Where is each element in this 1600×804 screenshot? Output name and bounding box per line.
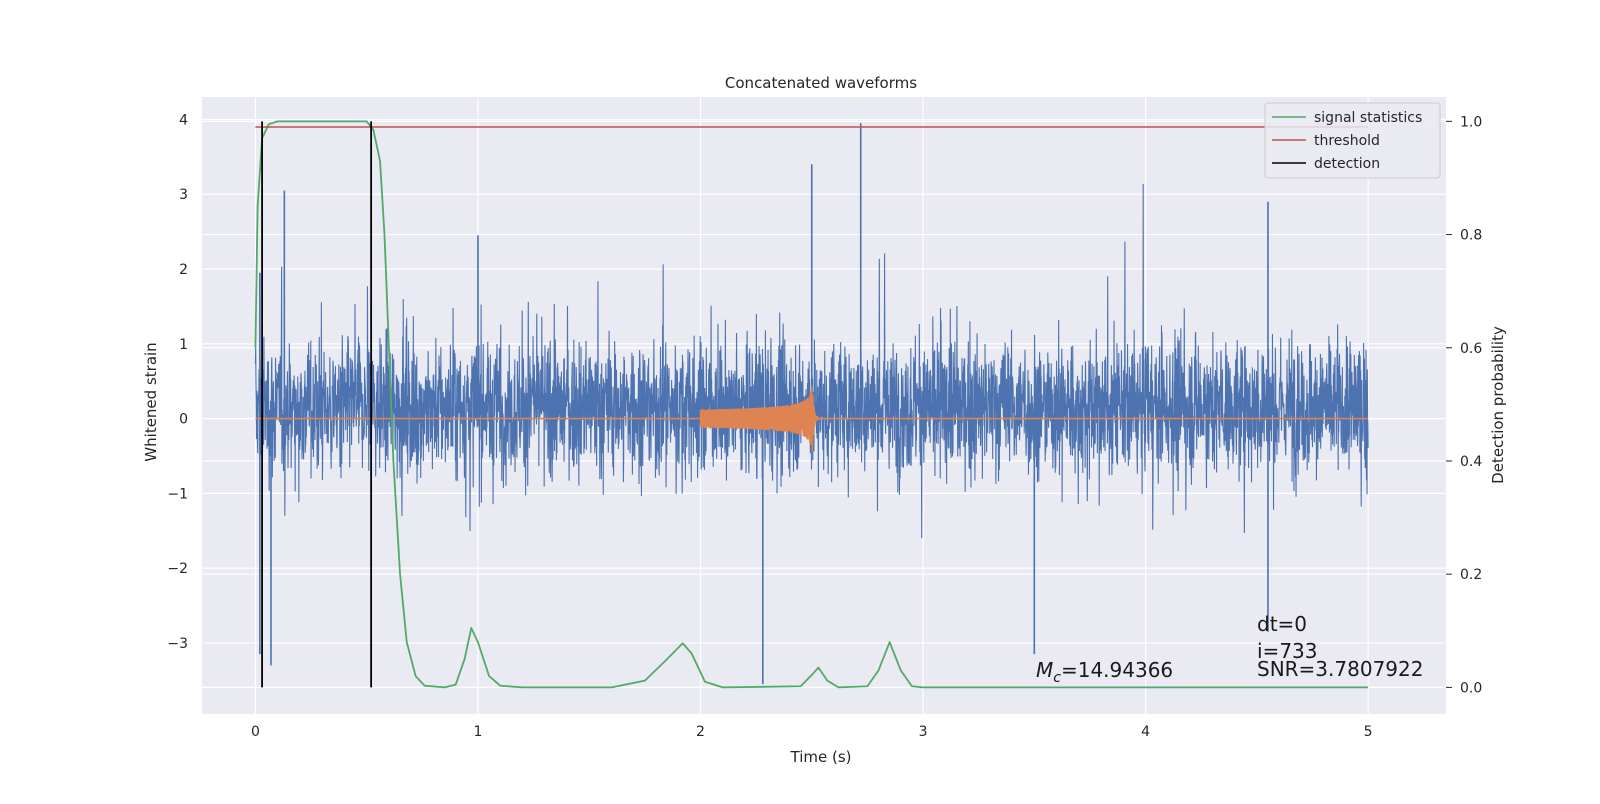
y-right-tick-label: 0.2 xyxy=(1460,567,1482,583)
dt-annotation: dt=0 xyxy=(1257,612,1307,636)
x-tick-label: 2 xyxy=(696,724,705,740)
y-left-tick-label: −2 xyxy=(167,561,188,577)
y-right-tick-label: 0.8 xyxy=(1460,228,1482,244)
y-left-tick-label: 2 xyxy=(179,262,188,278)
y-axis-left-label: Whitened strain xyxy=(142,342,160,461)
legend-label-detection: detection xyxy=(1314,156,1380,172)
chart-title: Concatenated waveforms xyxy=(725,74,917,92)
legend: signal statistics threshold detection xyxy=(1264,102,1441,179)
legend-label-signal-statistics: signal statistics xyxy=(1314,110,1422,126)
chirp-mass-annotation: Mc=14.94366 xyxy=(1036,658,1173,686)
y-right-tick-label: 0.0 xyxy=(1460,680,1482,696)
chirp-mass-subscript: c xyxy=(1053,670,1061,686)
y-right-tick-label: 0.6 xyxy=(1460,341,1482,357)
series-injected-waveform xyxy=(255,386,1369,452)
chirp-mass-value: =14.94366 xyxy=(1061,658,1173,682)
x-tick-label: 4 xyxy=(1141,724,1150,740)
annotations: Mc=14.94366 dt=0 i=733 SNR=3.7807922 xyxy=(1036,612,1423,686)
y-axis-right-label: Detection probability xyxy=(1489,326,1507,484)
series-signal-statistics xyxy=(254,120,1369,689)
y-right-tick-label: 0.4 xyxy=(1460,454,1482,470)
tick-labels: 0 1 2 3 4 5 −3 −2 −1 0 1 2 3 4 0.0 0.2 0.4 0.6 0.8 1.0 xyxy=(167,112,1482,740)
y-right-tick-label: 1.0 xyxy=(1460,114,1482,130)
x-tick-label: 1 xyxy=(473,724,482,740)
x-axis-label: Time (s) xyxy=(790,748,852,766)
y-left-tick-label: 3 xyxy=(179,187,188,203)
y-left-tick-label: 4 xyxy=(179,112,188,128)
y-left-tick-label: 0 xyxy=(179,412,188,428)
legend-frame xyxy=(1264,102,1441,179)
index-annotation: i=733 xyxy=(1257,639,1318,663)
snr-annotation: SNR=3.7807922 xyxy=(1257,657,1423,681)
x-tick-label: 0 xyxy=(251,724,260,740)
legend-label-threshold: threshold xyxy=(1314,133,1380,149)
x-tick-label: 3 xyxy=(919,724,928,740)
y-left-tick-label: −3 xyxy=(167,636,188,652)
chirp-mass-symbol: M xyxy=(1036,658,1053,682)
data-layer xyxy=(254,120,1369,689)
x-tick-label: 5 xyxy=(1364,724,1373,740)
y-left-tick-label: −1 xyxy=(167,486,188,502)
y-left-tick-label: 1 xyxy=(179,337,188,353)
